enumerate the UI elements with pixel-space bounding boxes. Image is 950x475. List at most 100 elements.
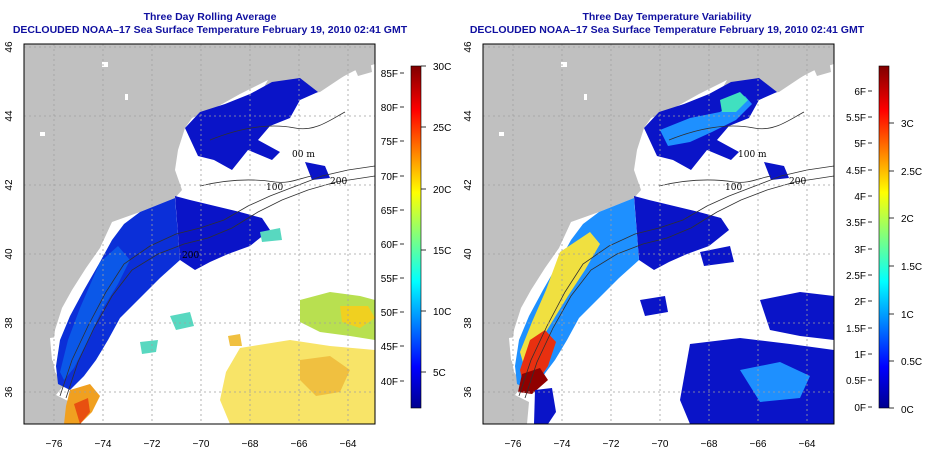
right-contour-200m [518,165,834,397]
var-c-label: 1C [901,310,914,321]
sst-f-label: 75F [381,137,398,148]
left-lat-ticks: 46 44 42 40 38 36 [4,41,15,398]
var-c-label: 1.5C [901,262,922,273]
left-sst-gulf-of-maine [185,78,318,170]
right-var-georges-bank [634,196,729,270]
left-lon-tick: −70 [193,439,210,450]
sst-c-label: 5C [433,368,446,379]
left-grid [24,44,375,424]
right-var-max [518,368,548,394]
right-var-eddy [760,292,834,340]
left-sst-patch-4 [228,334,242,346]
variability-colorbar: 6F 5.5F 5F 4.5F 4F 3.5F 3F 2.5F 2F 1.5F … [846,65,922,416]
right-contour-georges [658,175,772,187]
left-land-cape-breton [352,60,372,76]
var-f-label: 0F [854,403,866,414]
sst-c-label: 15C [433,246,451,257]
right-lat-tick: 42 [463,179,474,191]
sst-f-label: 70F [381,172,398,183]
right-var-patch-2 [700,246,734,266]
left-lon-tick: −72 [144,439,161,450]
right-var-gulf-stream [534,388,556,424]
left-title-line2: DECLOUDED NOAA–17 Sea Surface Temperatur… [12,24,408,36]
var-c-label: 3C [901,119,914,130]
var-f-label: 1F [854,350,866,361]
right-land-mainland [483,44,834,424]
right-title-line2: DECLOUDED NOAA–17 Sea Surface Temperatur… [469,24,865,36]
left-panel-title: Three Day Rolling Average DECLOUDED NOAA… [0,11,440,37]
right-bathymetry-contours [518,111,834,399]
right-lon-tick: −74 [554,439,571,450]
var-f-label: 2F [854,297,866,308]
sst-colorbar-ramp [410,65,422,409]
sst-c-label: 25C [433,123,451,134]
var-f-label: 4.5F [846,166,866,177]
right-lake-1 [561,62,567,67]
sst-c-label: 20C [433,185,451,196]
left-lat-tick: 38 [4,317,15,329]
left-sst-slope-sea [220,340,375,424]
var-f-label: 2.5F [846,271,866,282]
left-sst-slope-core [300,356,350,396]
var-f-label: 5F [854,139,866,150]
left-sst-warm-eddy [300,292,375,340]
right-map: 100 m 100 200 −76 −74 −72 −70 −68 −66 −6… [463,41,835,450]
left-sst-warm-core [340,306,375,328]
left-contour-label-2: 100 [266,183,283,193]
variability-colorbar-celsius: 3C 2.5C 2C 1.5C 1C 0.5C 0C [889,119,922,416]
left-lon-tick: −64 [340,439,357,450]
right-contour-label-1: 100 m [738,150,767,160]
left-contour-label-3: 200 [330,177,347,187]
var-f-label: 3.5F [846,218,866,229]
right-var-slope-mid [740,362,810,402]
sst-colorbar-celsius: 30C 25C 20C 15C 10C 5C [421,62,451,379]
var-f-label: 1.5F [846,324,866,335]
left-lat-tick: 36 [4,386,15,398]
variability-colorbar-ramp [878,65,890,409]
left-map-frame [23,43,376,425]
right-lat-tick: 36 [463,386,474,398]
left-title-line1: Three Day Rolling Average [143,11,277,23]
sst-c-label: 10C [433,307,451,318]
right-contour-label-2: 100 [725,183,742,193]
right-var-patch-3 [640,296,668,316]
left-sst-patch-3 [140,340,158,354]
right-land-cape-breton [811,60,831,76]
sst-f-label: 60F [381,240,398,251]
sst-f-label: 45F [381,342,398,353]
sst-f-label: 65F [381,206,398,217]
right-lon-tick: −76 [505,439,522,450]
var-f-label: 0.5F [846,376,866,387]
right-grid [483,44,834,424]
left-lake-2 [40,132,45,136]
sst-f-label: 40F [381,377,398,388]
left-sst-georges-bank [175,196,270,270]
var-f-label: 4F [854,192,866,203]
right-lake-3 [584,94,587,100]
left-lat-tick: 46 [4,41,15,53]
right-var-gulf-high [720,92,748,112]
left-contour-gulf [209,111,346,141]
left-contour-georges [199,175,313,187]
left-sst-patch-5 [260,228,282,242]
right-lat-tick: 40 [463,248,474,260]
left-contour-label-1: 00 m [292,150,315,160]
var-f-label: 5.5F [846,113,866,124]
sst-f-label: 55F [381,274,398,285]
left-map: 00 m 100 200 200 −76 −74 −72 −70 −68 −66… [4,41,376,450]
right-lat-tick: 44 [463,110,474,122]
right-lake-2 [499,132,504,136]
var-c-label: 0.5C [901,357,922,368]
left-sst-gulf-stream-core [74,398,90,424]
left-lat-tick: 42 [4,179,15,191]
left-lake-3 [125,94,128,100]
sst-c-label: 30C [433,62,451,73]
right-lon-tick: −64 [799,439,816,450]
left-lon-tick: −68 [242,439,259,450]
right-lon-tick: −68 [701,439,718,450]
left-lon-tick: −66 [291,439,308,450]
left-lat-tick: 40 [4,248,15,260]
right-contour-gulf [668,111,805,141]
right-lat-ticks: 46 44 42 40 38 36 [463,41,474,398]
var-c-label: 2C [901,214,914,225]
